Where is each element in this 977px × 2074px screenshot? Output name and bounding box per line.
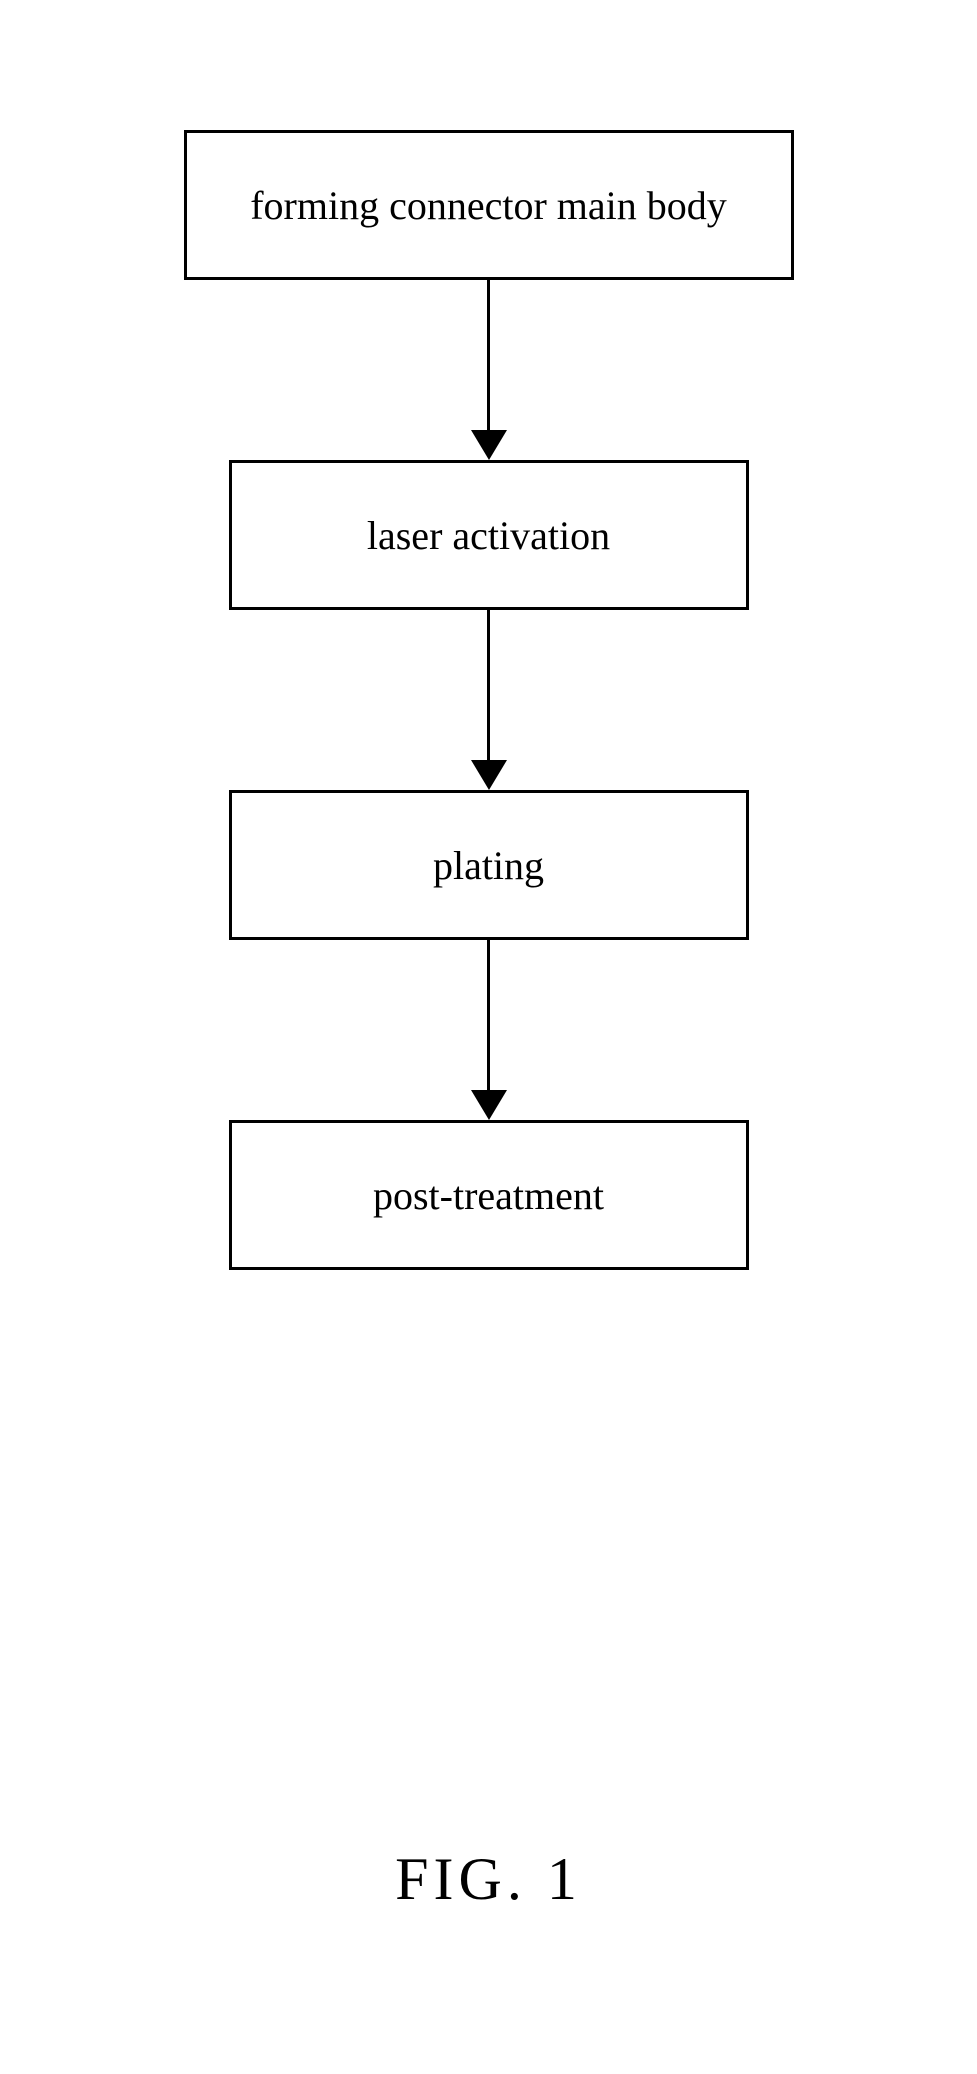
arrow-line [487,280,490,430]
arrow-head-icon [471,1090,507,1120]
flowchart-container: forming connector main body laser activa… [184,130,794,1270]
flow-box-step4: post-treatment [229,1120,749,1270]
flow-box-step1: forming connector main body [184,130,794,280]
flow-box-step2: laser activation [229,460,749,610]
arrow-line [487,940,490,1090]
flow-box-label: forming connector main body [250,182,727,229]
arrow-head-icon [471,430,507,460]
flow-box-step3: plating [229,790,749,940]
arrow-line [487,610,490,760]
figure-label: FIG. 1 [395,1845,582,1914]
flow-box-label: laser activation [367,512,610,559]
arrow-head-icon [471,760,507,790]
flow-arrow-2 [471,610,507,790]
flow-box-label: post-treatment [373,1172,604,1219]
flow-arrow-3 [471,940,507,1120]
flow-box-label: plating [433,842,544,889]
flow-arrow-1 [471,280,507,460]
